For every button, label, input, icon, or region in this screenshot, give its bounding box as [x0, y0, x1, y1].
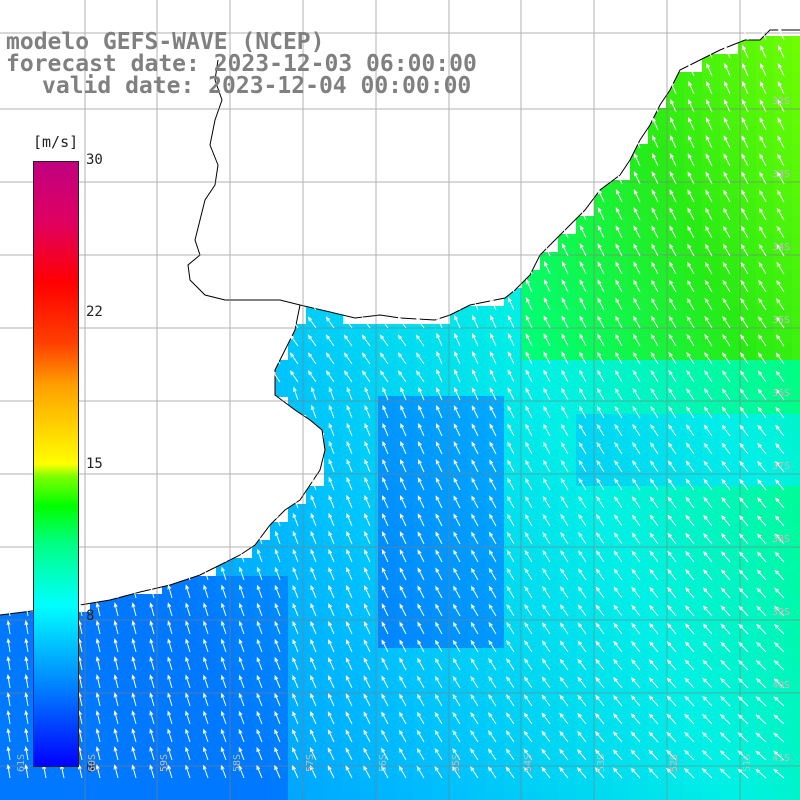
latitude-label: 38S: [772, 534, 791, 545]
valid-date: valid date: 2023-12-04 00:00:00: [42, 73, 472, 99]
longitude-label: 60S: [87, 753, 98, 772]
longitude-label: 58S: [232, 753, 243, 772]
longitude-label: 53S: [596, 753, 607, 772]
latitude-label: 39S: [772, 607, 791, 618]
colorbar-tick-22: 22: [86, 304, 103, 320]
wind-arrows: [6, 26, 785, 779]
latitude-label: 41S: [772, 753, 791, 764]
colorbar-tick-15: 15: [86, 456, 103, 472]
longitude-label: 61S: [16, 753, 27, 772]
model-title: modelo GEFS-WAVE (NCEP): [6, 29, 325, 55]
colorbar-tick-0: 0: [86, 760, 95, 776]
latitude-label: 37S: [772, 461, 791, 472]
coastline-north: [187, 29, 800, 321]
longitude-label: 51S: [742, 753, 753, 772]
colorbar-tick-8: 8: [86, 608, 95, 624]
latitude-label: 32S: [772, 96, 791, 107]
longitude-label: 55S: [451, 753, 462, 772]
longitude-label: 52S: [669, 753, 680, 772]
forecast-date: forecast date: 2023-12-03 06:00:00: [6, 51, 477, 77]
longitude-label: 54S: [523, 753, 534, 772]
latitude-label: 40S: [772, 680, 791, 691]
latitude-label: 33S: [772, 169, 791, 180]
longitude-label: 56S: [378, 753, 389, 772]
colorbar-units: [m/s]: [33, 133, 79, 151]
colorbar-tick-30: 30: [86, 152, 103, 168]
latitude-label: 35S: [772, 315, 791, 326]
latitude-label: 34S: [772, 242, 791, 253]
longitude-label: 57S: [305, 753, 316, 772]
longitude-label: 59S: [159, 753, 170, 772]
colorbar: [33, 161, 79, 767]
latitude-label: 36S: [772, 388, 791, 399]
